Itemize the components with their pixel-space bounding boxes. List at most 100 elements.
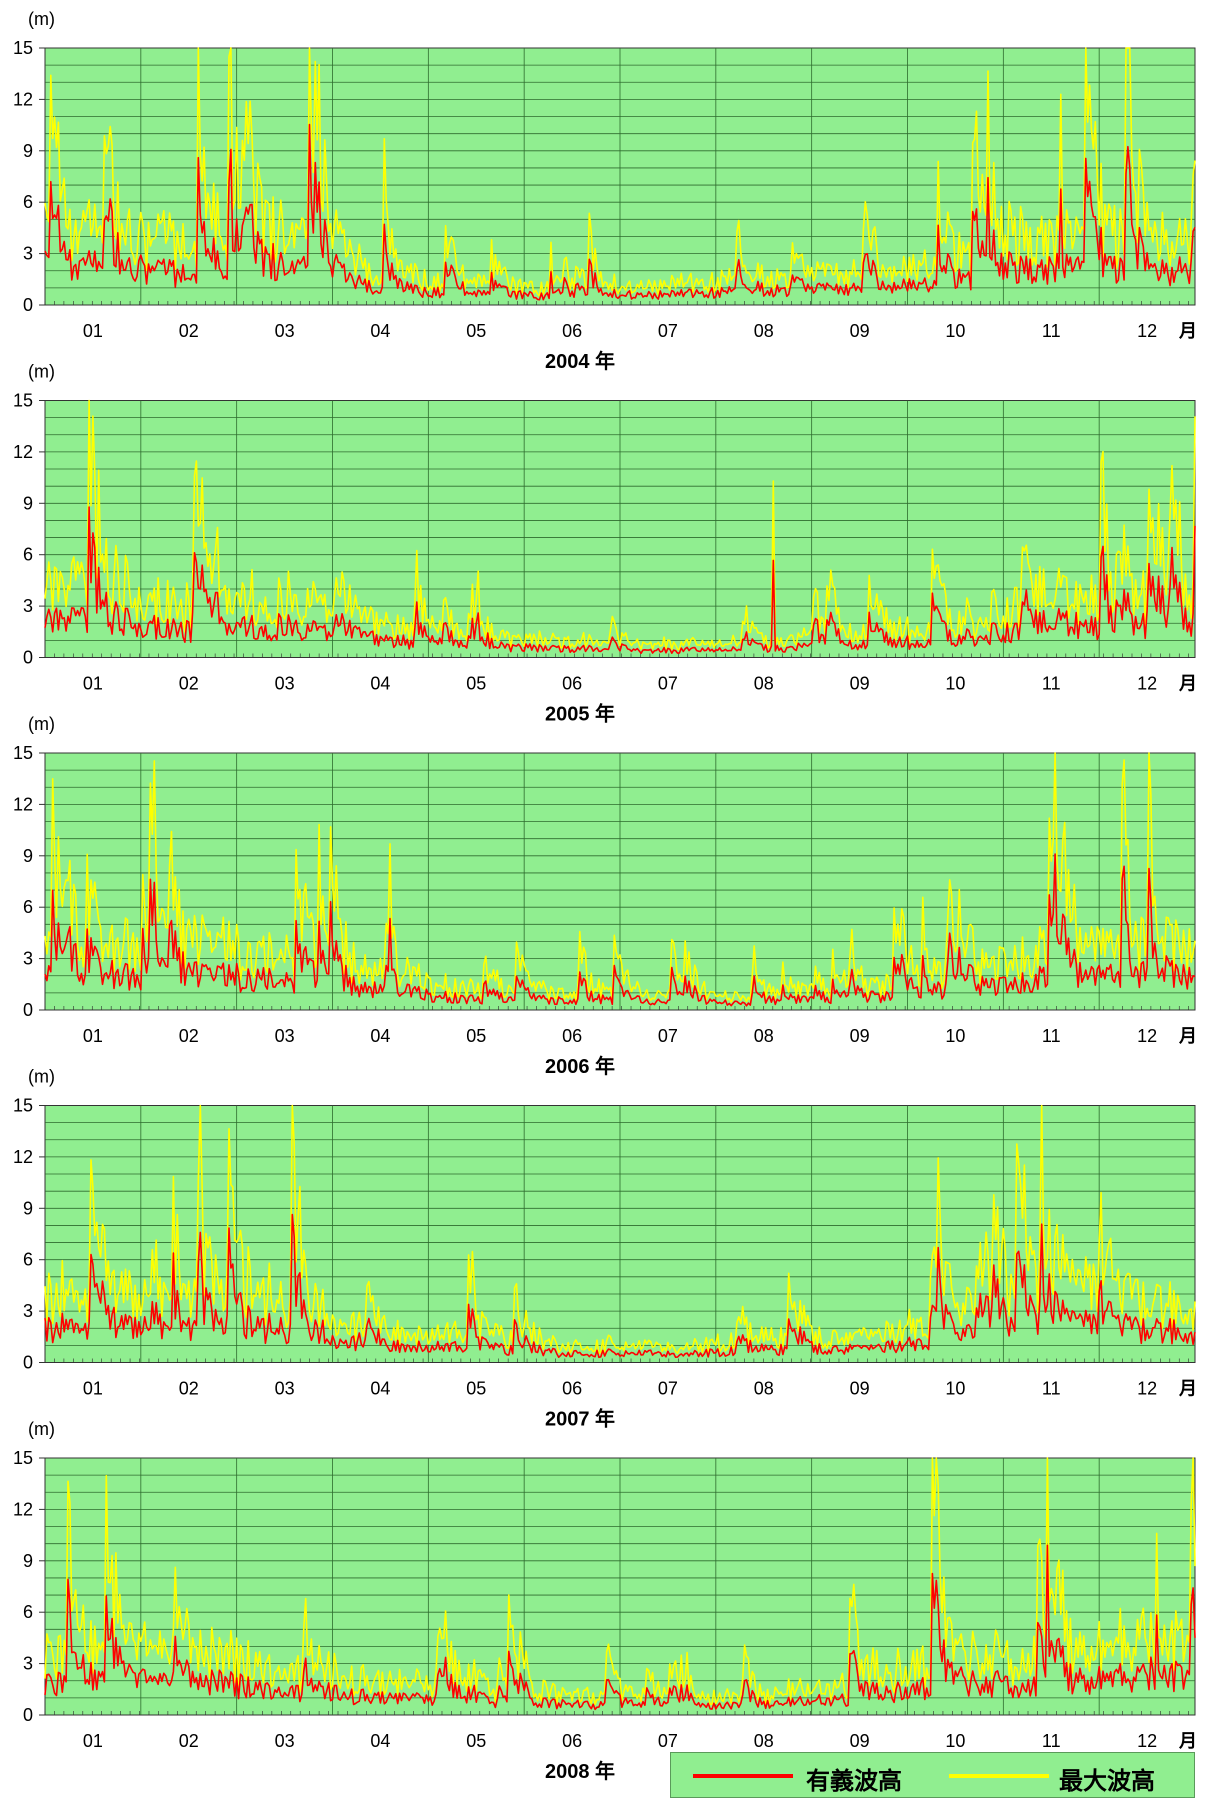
x-tick-label: 11 xyxy=(1042,674,1061,694)
y-tick-label: 12 xyxy=(13,89,33,109)
y-unit-label: (m) xyxy=(28,1067,55,1087)
series-significant-wave-height xyxy=(44,1213,1196,1359)
series-max-wave-height xyxy=(44,1104,1196,1354)
x-tick-label: 03 xyxy=(275,1731,295,1751)
x-tick-label: 02 xyxy=(179,674,199,694)
y-tick-label: 3 xyxy=(23,949,33,969)
y-tick-label: 6 xyxy=(23,192,33,212)
y-tick-label: 3 xyxy=(23,244,33,264)
y-tick-label: 0 xyxy=(23,1353,33,1373)
month-unit-label: 月 xyxy=(1178,1731,1197,1751)
y-tick-label: 9 xyxy=(23,141,33,161)
x-tick-label: 07 xyxy=(658,1026,678,1046)
y-tick-label: 15 xyxy=(13,1448,33,1468)
x-tick-label: 07 xyxy=(658,674,678,694)
x-tick-label: 04 xyxy=(370,1026,390,1046)
y-tick-label: 15 xyxy=(13,38,33,58)
y-tick-label: 3 xyxy=(23,1654,33,1674)
y-unit-label: (m) xyxy=(28,9,55,29)
year-label: 2005 年 xyxy=(545,702,615,726)
y-tick-label: 9 xyxy=(23,1198,33,1218)
y-tick-label: 12 xyxy=(13,794,33,814)
x-tick-label: 07 xyxy=(658,1731,678,1751)
y-tick-label: 9 xyxy=(23,493,33,513)
x-tick-label: 09 xyxy=(850,1731,870,1751)
y-tick-label: 12 xyxy=(13,1499,33,1519)
x-tick-label: 09 xyxy=(850,674,870,694)
x-tick-label: 04 xyxy=(370,674,390,694)
series-significant-wave-height xyxy=(44,506,1196,654)
x-tick-label: 09 xyxy=(850,321,870,341)
y-tick-label: 15 xyxy=(13,1096,33,1116)
x-tick-label: 07 xyxy=(658,321,678,341)
x-tick-label: 04 xyxy=(370,321,390,341)
x-tick-label: 01 xyxy=(83,1731,103,1751)
x-tick-label: 08 xyxy=(754,321,774,341)
x-tick-label: 12 xyxy=(1137,1026,1157,1046)
month-unit-label: 月 xyxy=(1178,1379,1197,1399)
x-tick-label: 12 xyxy=(1137,321,1157,341)
x-tick-label: 03 xyxy=(275,1026,295,1046)
legend-significant-swatch xyxy=(693,1774,793,1778)
x-tick-label: 04 xyxy=(370,1731,390,1751)
x-tick-label: 10 xyxy=(945,1731,965,1751)
y-tick-label: 6 xyxy=(23,1250,33,1270)
y-unit-label: (m) xyxy=(28,1419,55,1439)
month-unit-label: 月 xyxy=(1178,674,1197,694)
legend-significant-label: 有義波高 xyxy=(806,1767,902,1795)
y-tick-label: 12 xyxy=(13,1147,33,1167)
x-tick-label: 10 xyxy=(945,674,965,694)
x-tick-label: 08 xyxy=(754,1379,774,1399)
y-tick-label: 6 xyxy=(23,1602,33,1622)
x-tick-label: 09 xyxy=(850,1379,870,1399)
x-tick-label: 05 xyxy=(466,321,486,341)
series-max-wave-height xyxy=(44,1457,1196,1706)
y-tick-label: 15 xyxy=(13,391,33,411)
series-max-wave-height xyxy=(44,399,1196,651)
series-significant-wave-height xyxy=(44,853,1196,1007)
year-label: 2007 年 xyxy=(545,1407,615,1431)
x-tick-label: 01 xyxy=(83,674,103,694)
y-tick-label: 0 xyxy=(23,295,33,315)
x-tick-label: 01 xyxy=(83,1026,103,1046)
x-tick-label: 12 xyxy=(1137,1731,1157,1751)
series-max-wave-height xyxy=(44,752,1196,1003)
legend-max-swatch xyxy=(949,1774,1049,1778)
x-tick-label: 05 xyxy=(466,1379,486,1399)
x-tick-label: 09 xyxy=(850,1026,870,1046)
x-tick-label: 08 xyxy=(754,1731,774,1751)
y-tick-label: 3 xyxy=(23,596,33,616)
year-label: 2004 年 xyxy=(545,349,615,373)
x-tick-label: 06 xyxy=(562,1731,582,1751)
y-tick-label: 6 xyxy=(23,545,33,565)
x-tick-label: 08 xyxy=(754,674,774,694)
x-tick-label: 04 xyxy=(370,1379,390,1399)
x-tick-label: 05 xyxy=(466,674,486,694)
x-tick-label: 11 xyxy=(1042,321,1061,341)
x-tick-label: 10 xyxy=(945,321,965,341)
x-tick-label: 03 xyxy=(275,321,295,341)
year-label: 2008 年 xyxy=(545,1759,615,1783)
y-tick-label: 0 xyxy=(23,1000,33,1020)
y-tick-label: 6 xyxy=(23,897,33,917)
x-tick-label: 02 xyxy=(179,1731,199,1751)
x-tick-label: 02 xyxy=(179,1379,199,1399)
x-tick-label: 02 xyxy=(179,1026,199,1046)
x-tick-label: 10 xyxy=(945,1379,965,1399)
x-tick-label: 05 xyxy=(466,1731,486,1751)
x-tick-label: 06 xyxy=(562,321,582,341)
month-unit-label: 月 xyxy=(1178,321,1197,341)
y-tick-label: 3 xyxy=(23,1301,33,1321)
series-max-wave-height xyxy=(44,47,1196,297)
x-tick-label: 06 xyxy=(562,674,582,694)
x-tick-label: 11 xyxy=(1042,1026,1061,1046)
year-label: 2006 年 xyxy=(545,1054,615,1078)
x-tick-label: 10 xyxy=(945,1026,965,1046)
y-tick-label: 9 xyxy=(23,846,33,866)
x-tick-label: 06 xyxy=(562,1379,582,1399)
